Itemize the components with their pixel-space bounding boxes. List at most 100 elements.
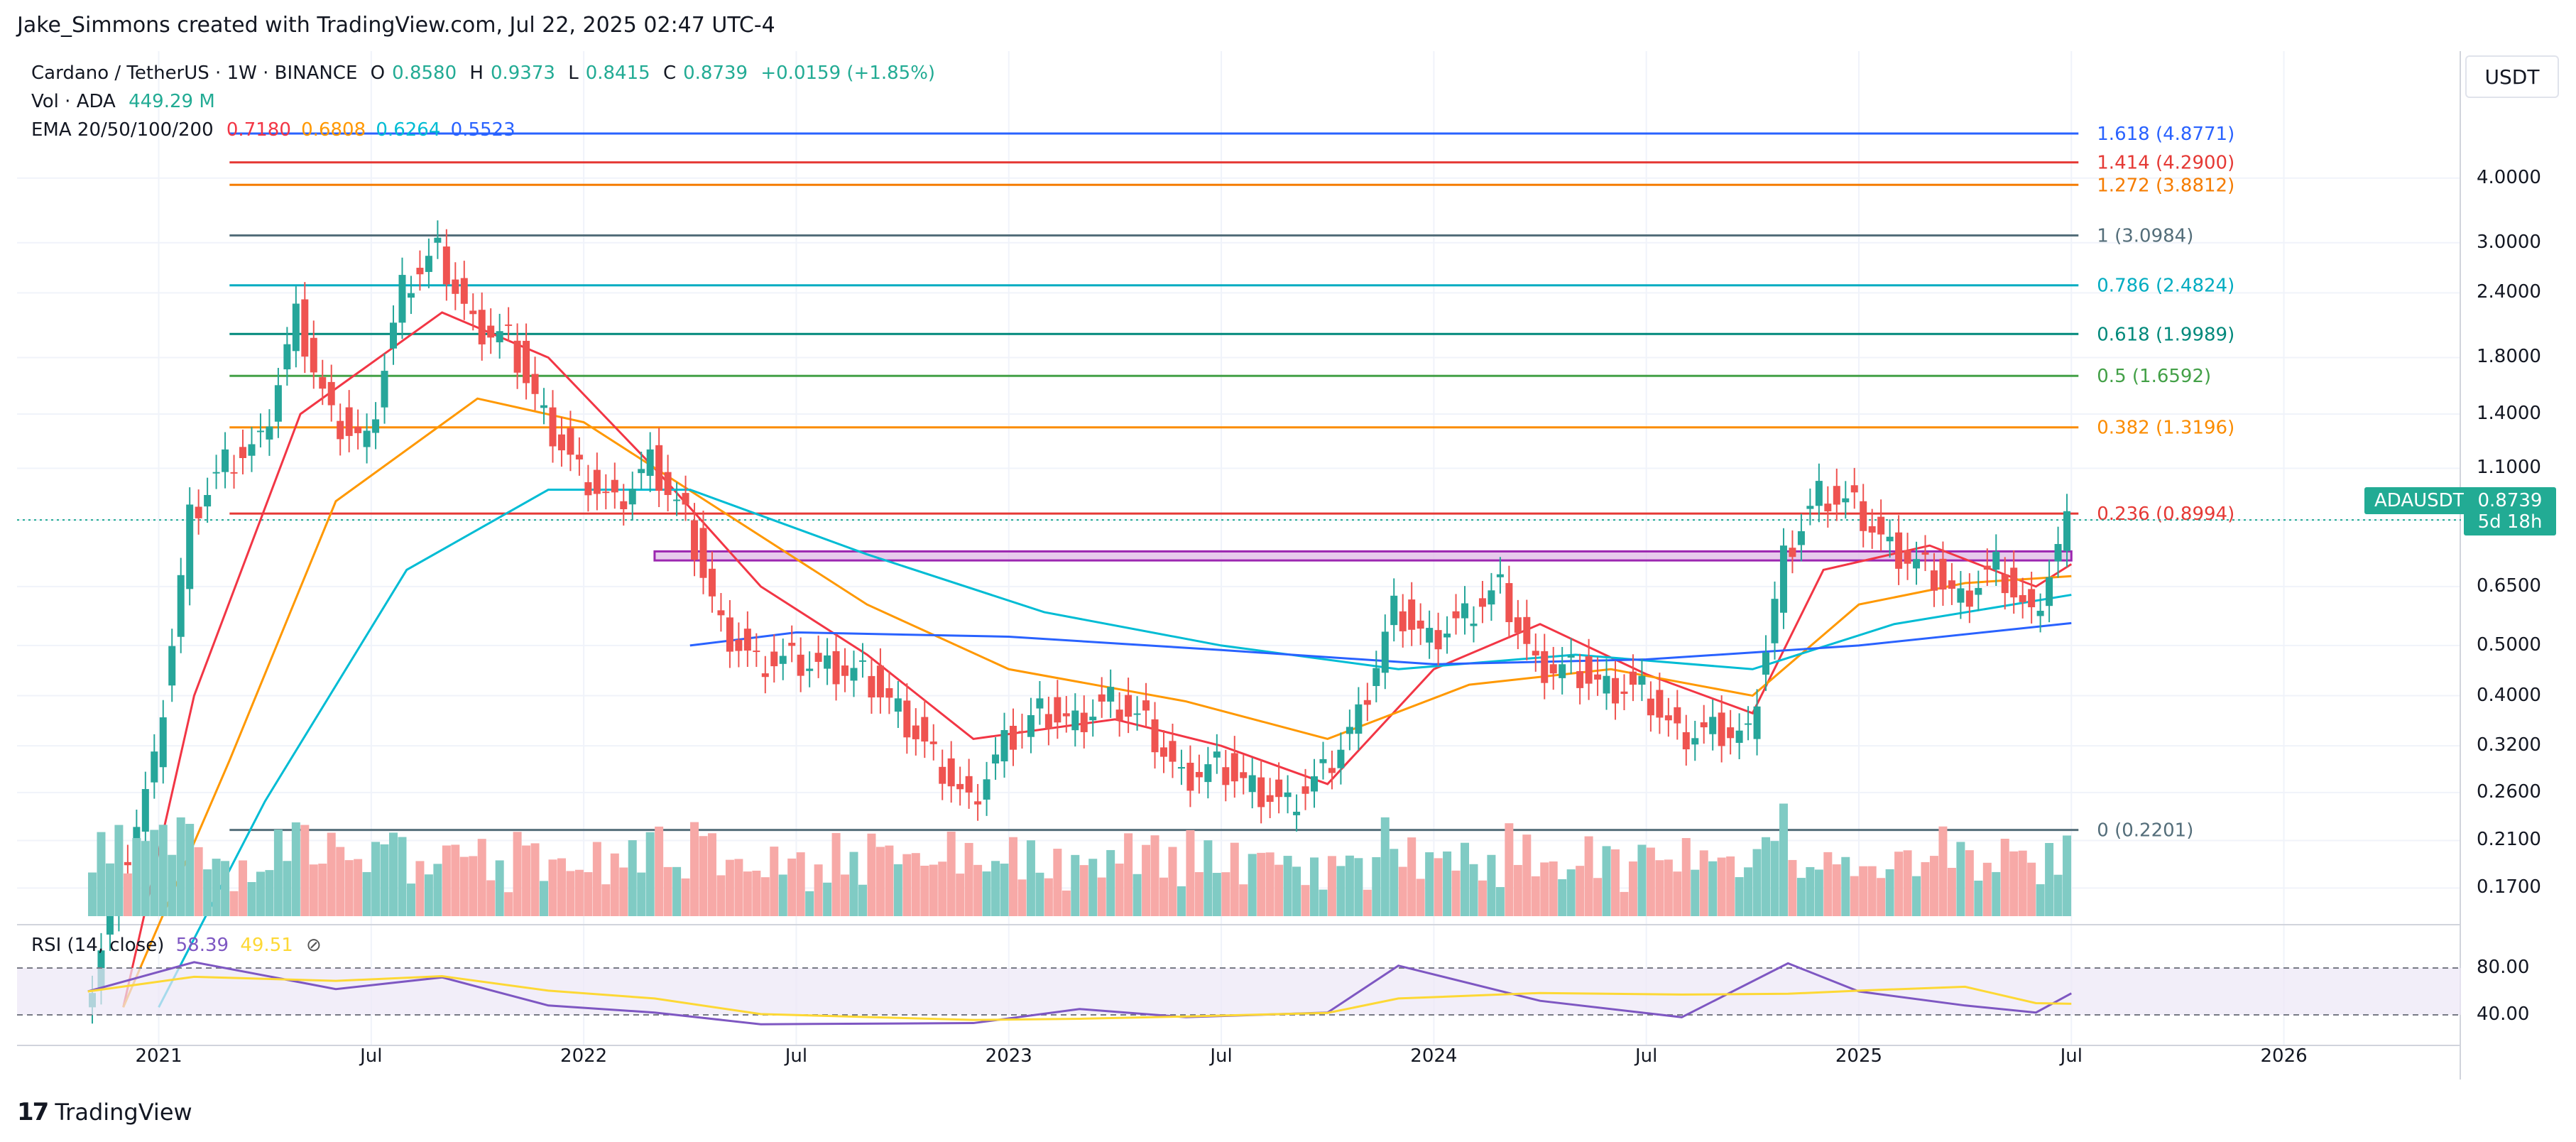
chart-caption: Jake_Simmons created with TradingView.co… [17,13,775,38]
volume-bar [1327,856,1336,916]
candle-body [407,293,415,298]
candle-body [2046,577,2053,607]
candle-body [584,482,592,496]
volume-bar [973,864,983,916]
volume-bar [469,856,478,916]
candle-body [1523,616,1531,644]
volume-bar [716,875,726,916]
candle-body [1647,698,1654,716]
candle-body [1054,697,1061,723]
volume-bar [1752,849,1762,916]
candle-body [673,499,681,501]
volume-bar [451,844,460,916]
x-tick-label: 2025 [1835,1045,1883,1067]
volume-bar [1292,866,1301,916]
fib-level-label: 0.618 (1.9989) [2097,324,2234,345]
candle-body [628,489,636,505]
candle-body [204,494,212,507]
candle-body [1142,700,1150,711]
volume-bar [1770,841,1779,916]
volume-bar [637,872,646,916]
volume-bar [1443,851,1452,916]
volume-bar [150,830,159,916]
volume-bar [283,861,292,916]
volume-bar [1867,866,1877,916]
y-tick-label: 0.1700 [2477,876,2541,898]
volume-bar [1699,850,1708,916]
candle-body [992,754,1000,764]
candle-body [717,610,725,616]
candle-body [469,310,477,315]
volume-bar [1513,864,1522,916]
volume-bar [893,864,902,916]
volume-legend[interactable]: Vol · ADA 449.29 M [31,91,222,112]
y-tick-label: 0.6500 [2477,575,2541,597]
volume-bar [247,881,256,916]
ema-legend[interactable]: EMA 20/50/100/200 0.7180 0.6808 0.6264 0… [31,119,523,141]
candle-body [1779,545,1787,613]
volume-bar [2027,862,2036,916]
volume-bar [1133,874,1142,916]
volume-bar [1806,866,1815,916]
visibility-icon[interactable]: ⊘ [306,935,322,956]
candle-body [1620,691,1628,695]
candle-body [1682,732,1690,750]
volume-bar [415,861,425,916]
candle-body [222,449,229,472]
candle-body [1133,713,1141,715]
volume-bar [1363,889,1372,916]
x-tick-label: Jul [2060,1045,2083,1067]
candle-body [151,751,158,783]
candle-body [1496,574,1504,577]
volume-bar [141,841,150,916]
candle-body [939,766,946,784]
currency-selector[interactable]: USDT [2465,55,2559,98]
volume-bar [1061,890,1071,916]
candle-body [1992,551,2000,570]
volume-bar [1611,849,1620,916]
candle-body [1727,727,1735,739]
volume-bar [760,877,770,916]
volume-bar [610,853,619,916]
y-tick-label: 1.8000 [2477,346,2541,368]
y-tick-label: 1.1000 [2477,457,2541,479]
candle-body [1948,580,1955,589]
volume-bar [1124,833,1133,916]
candle-body [1789,548,1796,558]
fib-level-label: 0.382 (1.3196) [2097,418,2234,439]
candle-body [1230,753,1238,782]
candle-body [1629,671,1637,685]
candle-body [1311,776,1319,792]
candle-body [513,340,521,373]
candle-body [549,407,557,447]
y-tick-label: 3.0000 [2477,231,2541,253]
volume-bar [1646,847,1655,916]
volume-bar [1637,844,1647,916]
candle-body [230,472,238,474]
candle-body [319,377,327,389]
volume-bar [1398,866,1407,916]
candle-body [1115,709,1123,721]
fib-level-label: 1.414 (4.2900) [2097,153,2234,174]
candle-body [1266,795,1274,803]
symbol-legend: Cardano / TetherUS · 1W · BINANCE O 0.858… [31,62,949,84]
candle-body [1319,758,1327,763]
tradingview-logo[interactable]: 17 TradingView [17,1098,192,1126]
tradingview-logo-text: TradingView [55,1099,192,1126]
volume-bar [743,871,752,916]
candle-body [487,325,495,338]
candle-body [124,861,131,866]
rsi-band [17,968,2461,1015]
volume-bar [1026,840,1035,916]
rsi-legend[interactable]: RSI (14, close) 58.39 49.51 ⊘ [31,935,322,956]
volume-bar [1965,850,1974,916]
candle-body [1904,550,1911,564]
volume-bar [1319,889,1328,916]
price-chart-svg[interactable]: 1.618 (4.8771) 1.414 (4.2900)1.272 (3.881… [17,51,2461,1080]
candle-body [540,405,548,408]
candle-body [868,675,875,698]
support-zone [653,550,2073,562]
candle-body [1346,727,1353,734]
chart-area[interactable]: 1.618 (4.8771) 1.414 (4.2900) 1.272 (3.881… [17,51,2461,1080]
volume-bar [1239,884,1248,916]
